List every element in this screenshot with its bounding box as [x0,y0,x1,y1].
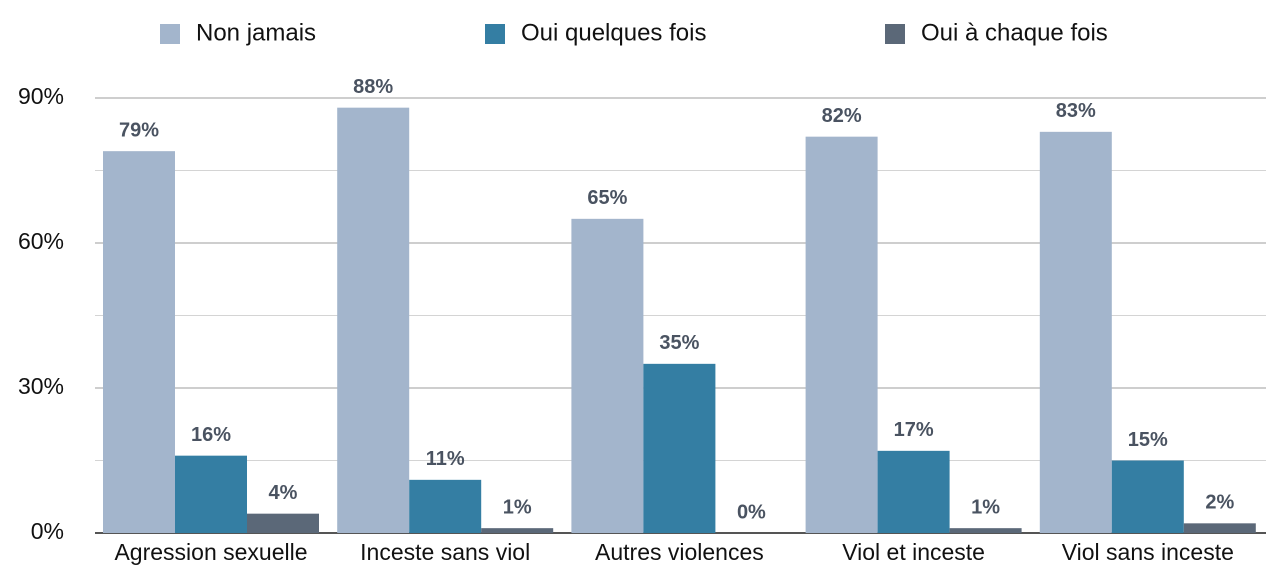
value-label: 15% [1128,429,1168,451]
value-label: 1% [971,496,1000,518]
legend-swatch [885,24,905,44]
value-label: 16% [191,424,231,446]
x-tick-label: Agression sexuelle [114,539,307,565]
x-tick-label: Viol sans inceste [1062,539,1234,565]
bar [481,528,554,533]
y-tick-label: 90% [18,83,64,109]
bar [409,479,482,533]
x-tick-label: Viol et inceste [842,539,985,565]
bar [1039,131,1112,534]
value-label: 79% [119,119,159,141]
bar [175,455,247,533]
bar [877,450,950,533]
bar [949,528,1022,533]
value-label: 88% [353,76,393,98]
legend-swatch [160,24,180,44]
legend-label: Oui quelques fois [521,19,706,46]
x-tick-label: Inceste sans viol [360,539,530,565]
bar [247,513,319,533]
bar [643,363,716,533]
bar [571,218,644,534]
value-label: 17% [894,419,934,441]
y-tick-label: 0% [31,518,64,544]
value-label: 83% [1056,100,1096,122]
value-label: 65% [587,187,627,209]
value-label: 35% [659,332,699,354]
value-label: 2% [1205,492,1234,514]
bar [103,151,175,533]
legend-label: Non jamais [196,19,316,46]
legend-swatch [485,24,505,44]
y-tick-label: 60% [18,228,64,254]
bar [1183,523,1256,533]
bar [1111,460,1184,533]
y-tick-label: 30% [18,373,64,399]
bar [805,136,878,533]
value-label: 4% [269,482,298,504]
bar [337,107,410,534]
value-label: 11% [426,448,465,470]
x-tick-label: Autres violences [595,539,764,565]
value-label: 1% [503,496,532,518]
legend-label: Oui à chaque fois [921,19,1108,46]
value-label: 0% [737,501,766,523]
value-label: 82% [822,105,862,127]
